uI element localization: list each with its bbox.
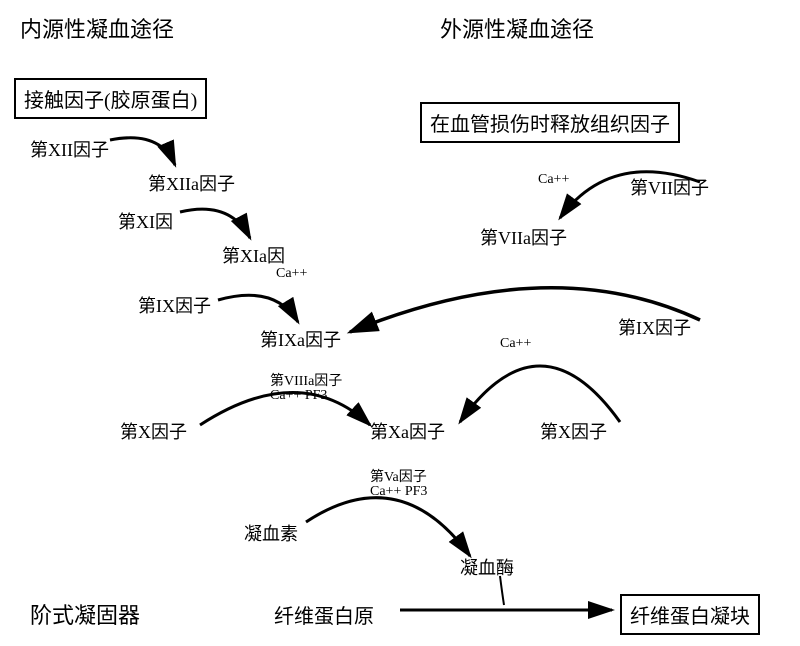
- cofactor-ca-pf3-2: Ca++ PF3: [370, 484, 427, 500]
- cofactor-va: 第Va因子: [370, 466, 427, 486]
- prothrombin: 凝血素: [244, 520, 298, 546]
- factor-xi: 第XI因: [118, 208, 173, 234]
- title-extrinsic: 外源性凝血途径: [440, 12, 594, 44]
- factor-x-right: 第X因子: [540, 418, 607, 444]
- title-intrinsic: 内源性凝血途径: [20, 12, 174, 44]
- cofactor-ca1: Ca++: [538, 172, 569, 188]
- factor-ix-right: 第IX因子: [618, 314, 691, 340]
- cofactor-ca2: Ca++: [276, 266, 307, 282]
- factor-vii: 第VII因子: [630, 174, 709, 200]
- factor-ixa: 第IXa因子: [260, 326, 341, 352]
- factor-viia: 第VIIa因子: [480, 224, 567, 250]
- thrombin: 凝血酶: [460, 554, 514, 580]
- cofactor-ca-pf3-1: Ca++ PF3: [270, 388, 327, 404]
- box-contact-factor: 接触因子(胶原蛋白): [14, 78, 207, 119]
- fibrinogen: 纤维蛋白原: [274, 600, 374, 629]
- factor-ix-left: 第IX因子: [138, 292, 211, 318]
- box-fibrin-clot: 纤维蛋白凝块: [620, 594, 760, 635]
- factor-xiia: 第XIIa因子: [148, 170, 235, 196]
- factor-xia: 第XIa因: [222, 242, 285, 268]
- cofactor-ca3: Ca++: [500, 336, 531, 352]
- cofactor-viiia: 第VIIIa因子: [270, 370, 342, 390]
- factor-xii: 第XII因子: [30, 136, 109, 162]
- box-tissue-factor: 在血管损伤时释放组织因子: [420, 102, 680, 143]
- factor-x-left: 第X因子: [120, 418, 187, 444]
- factor-xa: 第Xa因子: [370, 418, 445, 444]
- cascade-label: 阶式凝固器: [30, 598, 140, 630]
